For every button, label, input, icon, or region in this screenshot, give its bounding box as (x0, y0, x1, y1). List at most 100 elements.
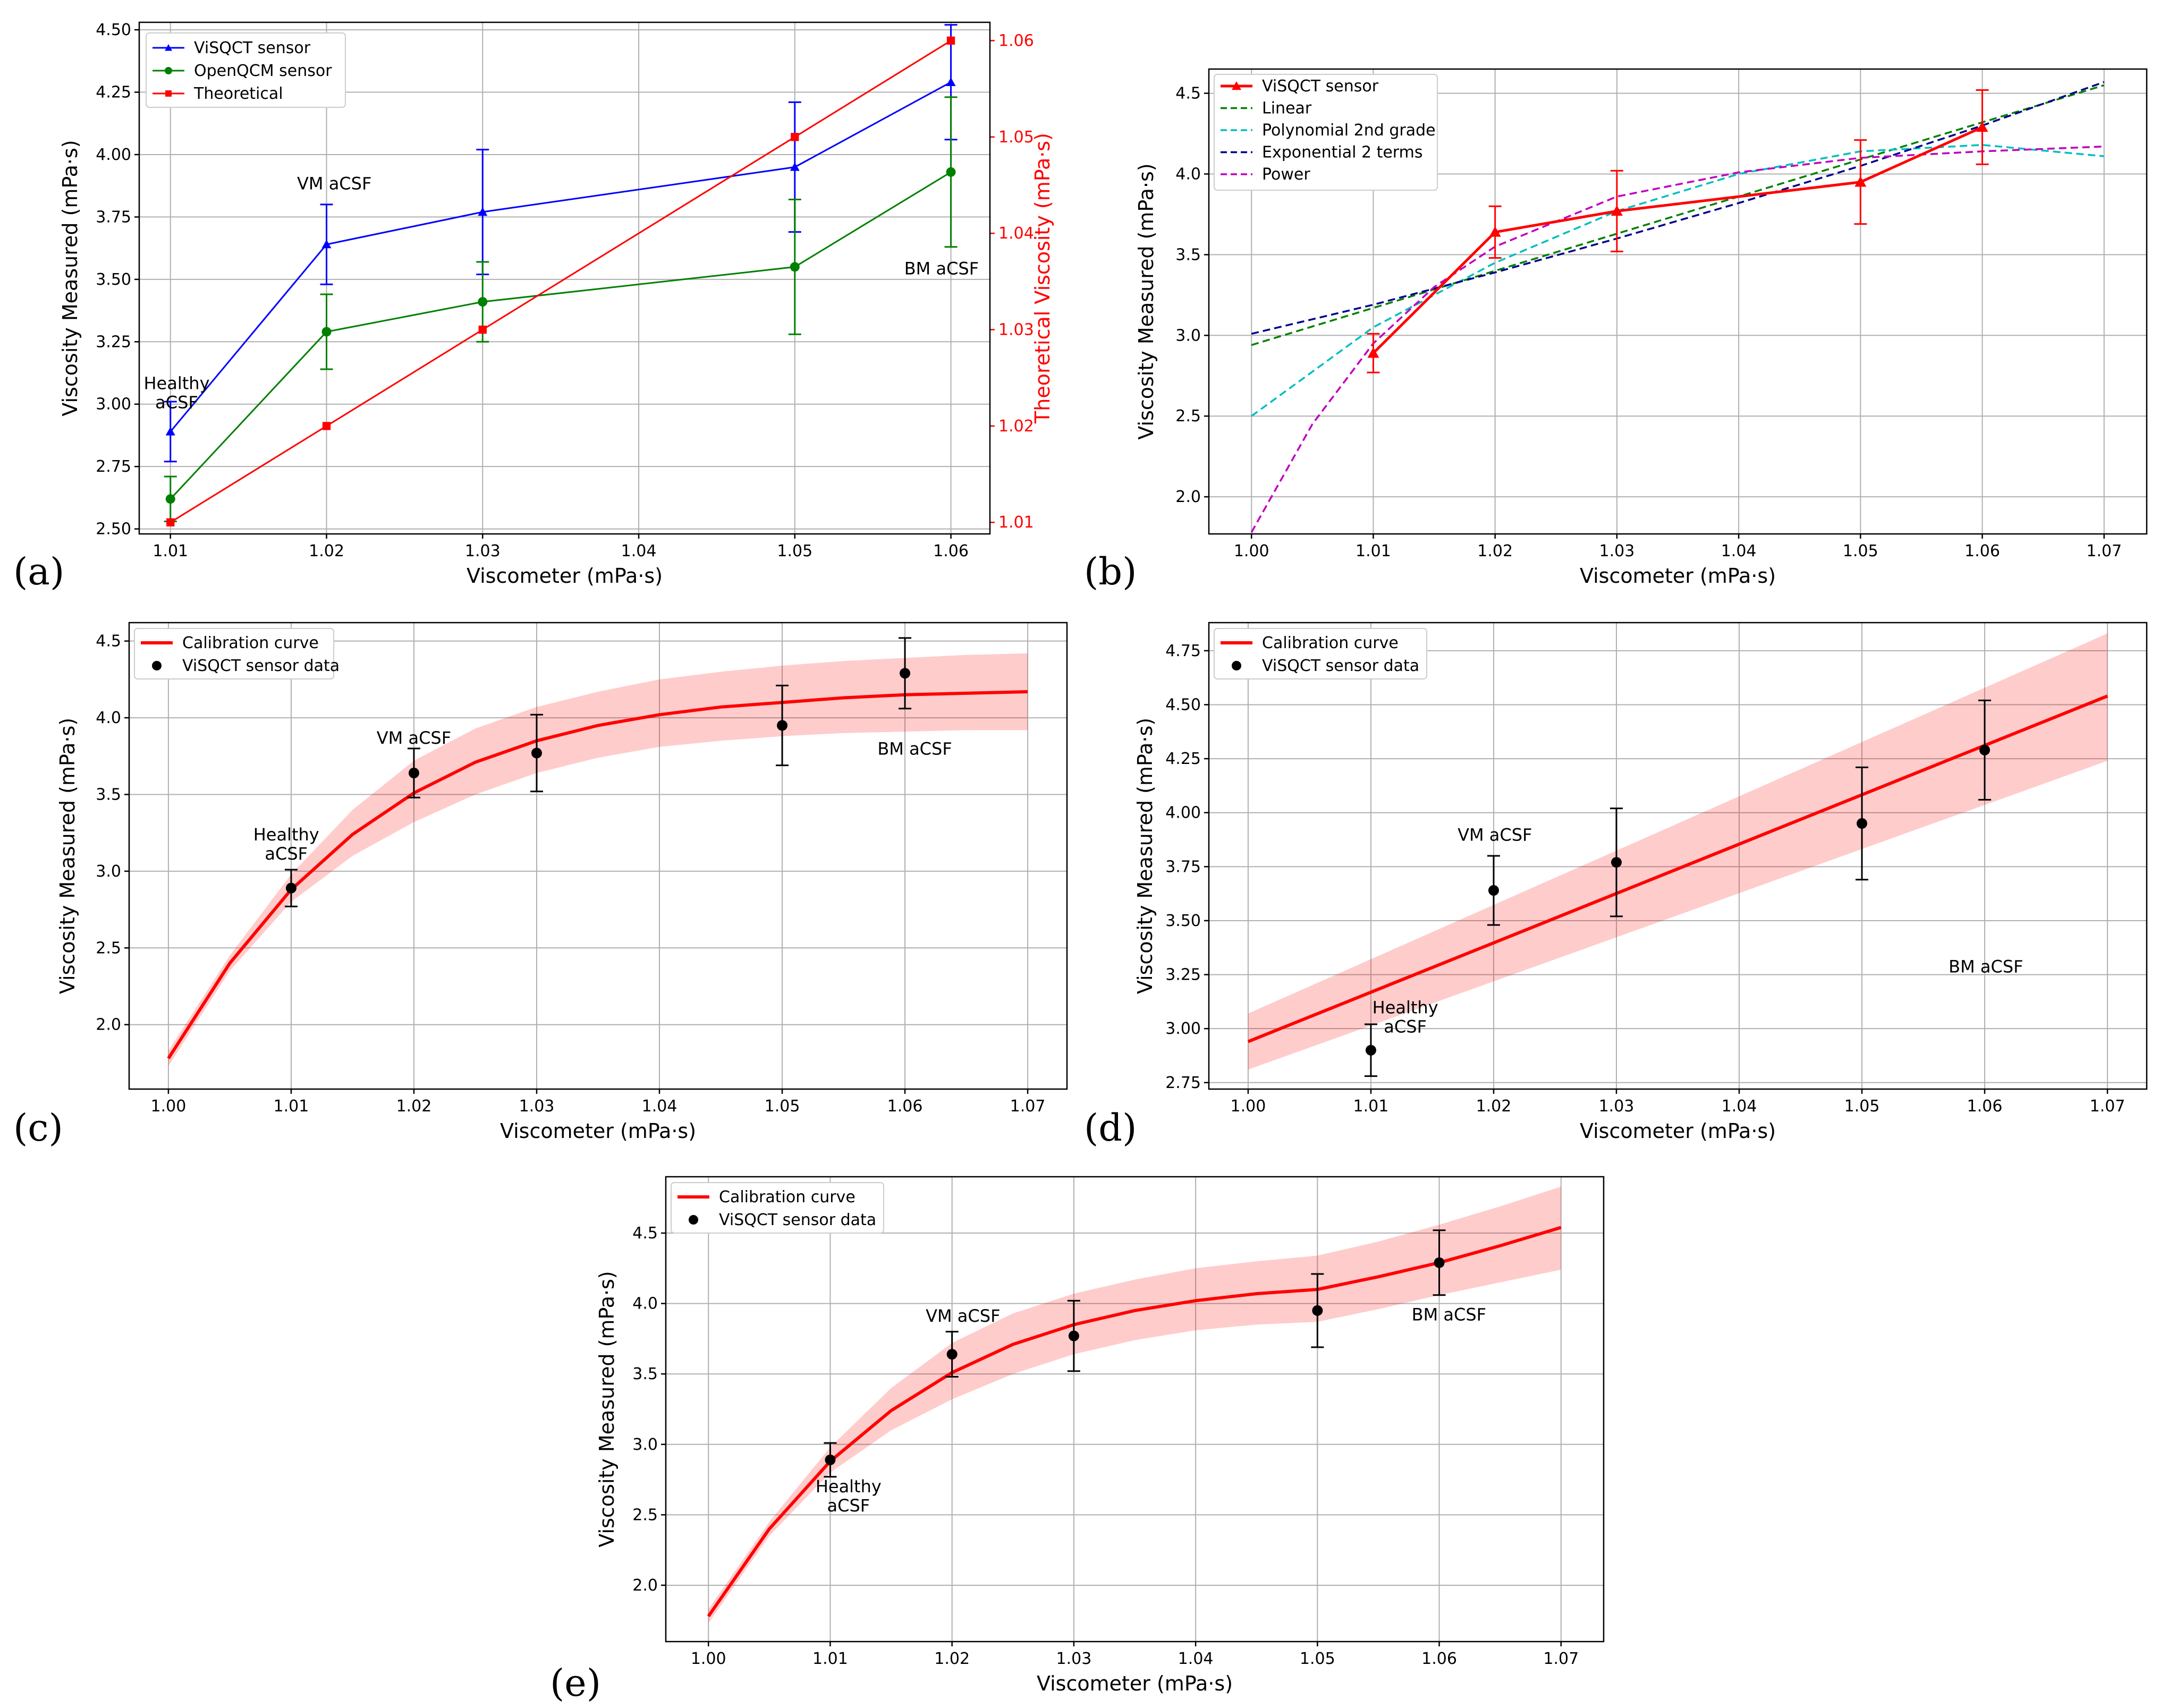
legend-marker (152, 661, 162, 670)
y-tick-label: 3.0 (632, 1435, 658, 1454)
y-tick-label: 2.5 (96, 939, 121, 957)
annotation-line: Healthy (1373, 998, 1438, 1018)
x-tick-label: 1.01 (1356, 542, 1391, 560)
y-tick-label: 4.50 (96, 21, 131, 39)
annotation-line: aCSF (1384, 1017, 1427, 1037)
y-tick-label: 3.25 (96, 333, 131, 351)
calibration-curve (167, 690, 1028, 1059)
annotation-line: Healthy (253, 825, 319, 845)
legend-label: ViSQCT sensor data (719, 1211, 876, 1229)
x-tick-label: 1.07 (2090, 1097, 2125, 1116)
x-tick-label: 1.02 (1477, 542, 1513, 560)
y-tick-label: 3.5 (96, 785, 121, 804)
legend-label: Calibration curve (182, 634, 319, 652)
confidence-band (1248, 633, 2108, 1070)
legend-marker (689, 1215, 698, 1225)
annotation-line: aCSF (155, 393, 198, 413)
data-point (1979, 744, 1990, 755)
legend-label: ViSQCT sensor data (182, 657, 340, 675)
y-axis-label: Viscosity Measured (mPa·s) (1134, 163, 1158, 439)
panel-b: 1.00 1.01 1.02 1.03 1.04 1.05 1.06 1.07 2.0 2.5 3.… (1084, 68, 2148, 593)
x-tick-label: 1.01 (812, 1650, 848, 1668)
x-tick-label: 1.05 (1844, 1097, 1880, 1116)
data-point (165, 427, 175, 436)
data-point (1068, 1330, 1079, 1341)
annotation-label: BM aCSF (877, 738, 952, 759)
fit-line-exponential-2-terms (1251, 81, 2105, 335)
data-point (478, 297, 488, 307)
legend-label: ViSQCT sensor data (1262, 657, 1419, 675)
x-tick-label: 1.06 (1964, 542, 2000, 560)
data-point (478, 207, 488, 216)
legend-marker (1232, 81, 1241, 90)
legend: ViSQCT sensor OpenQCM sensor Theoretical (146, 32, 346, 108)
data-point (165, 494, 175, 504)
legend-label: Calibration curve (719, 1188, 855, 1206)
data-point (790, 262, 800, 272)
panel-letter: (e) (550, 1661, 601, 1705)
data-point (825, 1454, 836, 1465)
data-point (478, 325, 487, 334)
legend-box (134, 628, 334, 679)
legend-marker (1232, 661, 1241, 670)
calibration-curve (1247, 694, 2108, 1043)
series-visqct-sensor-data (1364, 699, 1992, 1077)
legend-label: Polynomial 2nd grade (1262, 121, 1436, 140)
y-tick-label: 4.75 (1165, 642, 1201, 660)
x-tick-label: 1.06 (1421, 1650, 1457, 1668)
x-tick-label: 1.02 (1476, 1097, 1512, 1116)
right-y-tick-label: 1.03 (998, 321, 1034, 339)
panel-letter: (a) (13, 550, 64, 593)
legend-marker (165, 67, 172, 74)
annotation-line: BM aCSF (1412, 1304, 1486, 1324)
annotation-line: BM aCSF (877, 738, 952, 759)
annotation-line: aCSF (265, 844, 308, 864)
annotation-line: VM aCSF (1458, 825, 1532, 845)
data-point (1611, 857, 1622, 868)
panel-d: 1.00 1.01 1.02 1.03 1.04 1.05 1.06 1.07 2.75 3.00… (1084, 622, 2148, 1150)
y-tick-label: 3.00 (96, 395, 131, 414)
legend: Calibration curve ViSQCT sensor data (671, 1182, 884, 1234)
x-tick-label: 1.04 (621, 542, 657, 560)
y-tick-label: 3.75 (96, 208, 131, 226)
legend-label: Power (1262, 165, 1310, 184)
y-tick-label: 3.5 (1175, 245, 1201, 264)
y-tick-label: 4.0 (96, 709, 121, 727)
y-tick-label: 3.00 (1165, 1019, 1201, 1038)
right-y-tick-label: 1.01 (998, 513, 1034, 532)
data-point (1488, 885, 1499, 896)
panel-letter: (b) (1084, 550, 1137, 593)
data-point (1489, 226, 1501, 237)
data-point (791, 133, 799, 141)
x-axis-label: Viscometer (mPa·s) (1580, 1119, 1776, 1143)
panel-a: 1.01 1.02 1.03 1.04 1.05 1.06 2.50 2.75 3.00 3.25… (13, 21, 1054, 593)
series-visqct-sensor-data (284, 637, 912, 907)
data-point (531, 747, 542, 759)
y-tick-label: 2.75 (96, 457, 131, 476)
y-tick-label: 3.75 (1165, 857, 1201, 876)
y-tick-label: 4.0 (1175, 165, 1201, 183)
legend-label: OpenQCM sensor (194, 62, 332, 80)
x-axis-label: Viscometer (mPa·s) (500, 1119, 696, 1143)
legend-marker (165, 90, 172, 97)
x-tick-label: 1.04 (642, 1097, 677, 1116)
annotation-line: VM aCSF (297, 174, 371, 194)
y-tick-label: 3.50 (96, 270, 131, 289)
series-openqcm-sensor (164, 96, 958, 523)
panel-c: 1.00 1.01 1.02 1.03 1.04 1.05 1.06 1.07 2.0 2.5 3.… (13, 622, 1068, 1150)
data-point (946, 1349, 958, 1360)
plot-frame (138, 21, 991, 535)
panel-e: 1.00 1.01 1.02 1.03 1.04 1.05 1.06 1.07 2.0 2.5 3.… (550, 1176, 1605, 1705)
data-point (1434, 1257, 1445, 1268)
annotation-label: BM aCSF (1412, 1304, 1486, 1324)
legend: Calibration curve ViSQCT sensor data (134, 628, 340, 679)
x-tick-label: 1.03 (1599, 542, 1634, 560)
annotation-label: Healthy aCSF (816, 1476, 882, 1516)
data-point (408, 768, 419, 779)
y-tick-label: 4.00 (96, 146, 131, 164)
x-axis-label: Viscometer (mPa·s) (467, 564, 663, 588)
data-point (1611, 205, 1623, 216)
y-tick-label: 4.5 (96, 632, 121, 651)
y-tick-label: 2.5 (632, 1506, 658, 1524)
